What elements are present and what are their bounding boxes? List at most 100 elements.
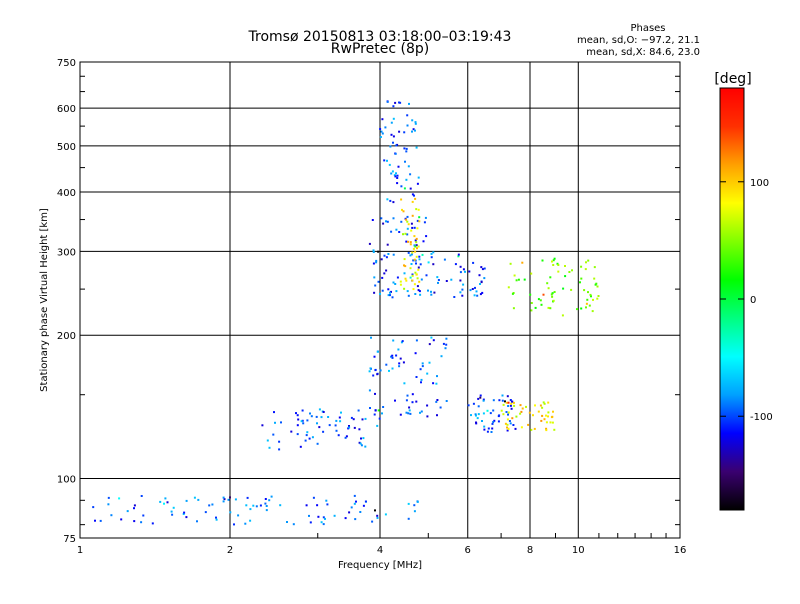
data-point xyxy=(593,277,596,280)
data-point xyxy=(391,354,394,357)
x-tick-label: 1 xyxy=(77,545,83,556)
data-point xyxy=(512,424,515,426)
plot-area: 1 2 4 6 8 10 16 75 100 200 300 400 500 600 750 xyxy=(57,58,686,556)
data-point xyxy=(415,262,417,265)
data-point xyxy=(372,374,375,377)
data-point xyxy=(159,500,162,503)
data-point xyxy=(309,521,312,524)
data-point xyxy=(552,259,555,262)
data-point xyxy=(308,514,310,517)
data-point xyxy=(425,274,428,277)
data-point xyxy=(403,287,406,290)
data-point xyxy=(579,281,581,284)
data-point xyxy=(427,261,430,264)
data-point xyxy=(407,240,410,243)
data-point xyxy=(512,307,515,310)
data-point xyxy=(382,406,385,408)
data-point xyxy=(377,280,380,283)
data-point xyxy=(415,273,418,276)
data-point xyxy=(374,509,376,512)
data-point xyxy=(406,227,409,230)
data-point xyxy=(392,117,395,120)
data-point xyxy=(390,172,393,175)
data-point xyxy=(480,266,483,269)
data-point xyxy=(436,414,438,417)
data-point xyxy=(564,265,566,267)
data-point xyxy=(345,435,348,438)
data-point xyxy=(416,219,419,222)
data-point xyxy=(525,405,527,408)
data-point xyxy=(483,428,486,431)
data-point xyxy=(502,403,505,406)
data-point xyxy=(416,285,419,288)
data-point xyxy=(357,409,360,412)
data-point xyxy=(392,135,395,138)
data-point xyxy=(476,294,479,297)
data-point xyxy=(492,409,495,412)
data-point xyxy=(382,222,385,225)
data-point xyxy=(296,433,299,436)
data-point xyxy=(411,251,414,254)
data-point xyxy=(252,504,255,507)
data-point xyxy=(404,232,407,235)
data-point xyxy=(486,409,489,412)
data-point xyxy=(461,288,464,291)
data-point xyxy=(396,276,399,279)
data-point xyxy=(580,277,583,280)
data-point xyxy=(237,514,240,517)
data-point xyxy=(265,509,268,512)
data-point xyxy=(545,429,548,432)
data-point xyxy=(107,496,110,499)
data-point xyxy=(509,422,512,425)
data-point xyxy=(368,242,371,245)
data-point xyxy=(411,130,413,133)
data-point xyxy=(439,406,442,409)
data-point xyxy=(521,261,524,264)
data-point xyxy=(344,517,347,520)
data-point xyxy=(394,399,396,402)
data-point xyxy=(379,128,382,130)
data-point xyxy=(435,382,438,385)
data-point xyxy=(417,268,420,271)
data-point xyxy=(183,511,186,514)
data-point xyxy=(385,220,387,223)
data-point xyxy=(530,302,533,304)
data-point xyxy=(322,516,325,519)
data-point xyxy=(396,182,399,185)
data-point xyxy=(534,306,537,309)
data-point xyxy=(462,268,465,271)
data-point xyxy=(519,404,522,407)
data-point xyxy=(395,144,398,147)
data-point xyxy=(445,280,448,282)
data-point xyxy=(316,504,319,507)
data-point xyxy=(530,272,533,275)
data-point xyxy=(364,417,367,420)
data-point xyxy=(249,508,252,511)
data-point xyxy=(286,521,288,523)
x-tick-label: 6 xyxy=(465,545,471,556)
data-point xyxy=(580,265,583,268)
data-point xyxy=(414,122,417,125)
data-point xyxy=(270,495,273,498)
data-point xyxy=(265,505,268,507)
data-point xyxy=(551,295,554,298)
data-point xyxy=(409,243,412,246)
data-point xyxy=(355,500,357,503)
data-point xyxy=(395,354,398,357)
data-point xyxy=(350,506,353,509)
data-point xyxy=(529,293,532,296)
data-point xyxy=(477,413,480,416)
data-point xyxy=(415,244,418,247)
data-point xyxy=(394,101,397,104)
data-point xyxy=(411,393,414,396)
data-point xyxy=(411,226,414,229)
data-point xyxy=(418,216,421,219)
data-point xyxy=(233,523,235,526)
data-point xyxy=(324,517,326,520)
data-point xyxy=(375,259,378,262)
data-point xyxy=(405,411,408,414)
data-point xyxy=(483,277,486,280)
data-point xyxy=(317,515,320,518)
data-point xyxy=(406,220,409,223)
